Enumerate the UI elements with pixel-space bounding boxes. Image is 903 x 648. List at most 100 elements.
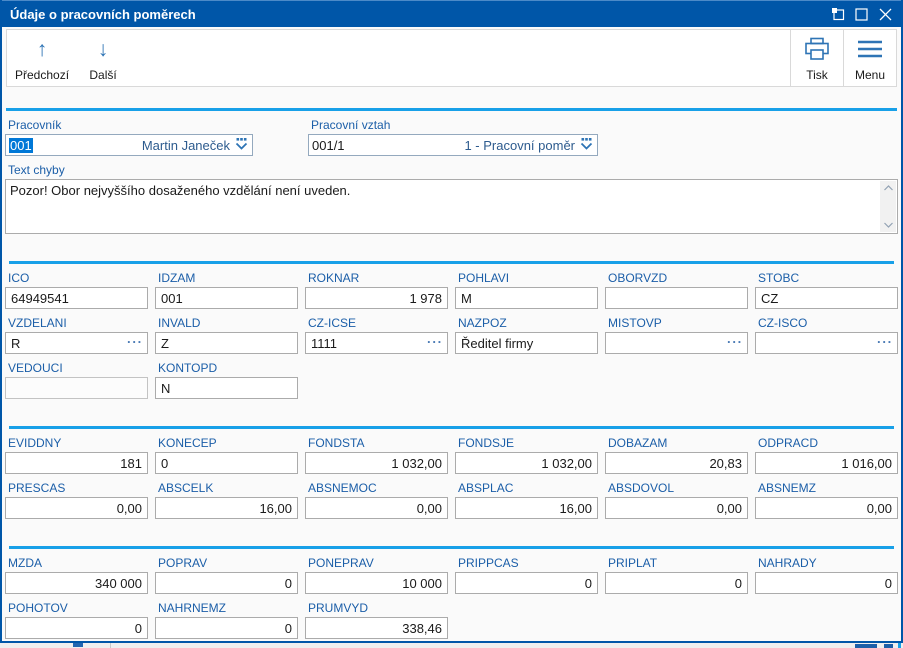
- input-ico[interactable]: 64949541: [5, 287, 148, 309]
- field-row: POHOTOV 0 NAHRNEMZ 0 PRUMVYD 338,46: [5, 594, 898, 639]
- maximize-button[interactable]: [854, 7, 869, 22]
- field-value: M: [461, 290, 472, 306]
- next-record-button[interactable]: ↓ Další: [77, 30, 129, 86]
- input-absnemz[interactable]: 0,00: [755, 497, 898, 519]
- input-prumvyd[interactable]: 338,46: [305, 617, 448, 639]
- ellipsis-lookup-button[interactable]: ···: [727, 334, 743, 350]
- input-mzda[interactable]: 340 000: [5, 572, 148, 594]
- input-konecep[interactable]: 0: [155, 452, 298, 474]
- input-poneprav[interactable]: 10 000: [305, 572, 448, 594]
- field-label: INVALD: [158, 316, 201, 330]
- section-separator: [9, 546, 894, 549]
- ellipsis-lookup-button[interactable]: ···: [127, 334, 143, 350]
- ellipsis-lookup-button[interactable]: ···: [427, 334, 443, 350]
- text-chyby-label: Text chyby: [8, 163, 65, 177]
- field-value: 001: [161, 290, 183, 306]
- input-idzam[interactable]: 001: [155, 287, 298, 309]
- input-nahrady[interactable]: 0: [755, 572, 898, 594]
- field-label: PRESCAS: [8, 481, 66, 495]
- field-label: FONDSTA: [308, 436, 365, 450]
- scroll-down-button[interactable]: [880, 218, 896, 232]
- input-dobazam[interactable]: 20,83: [605, 452, 748, 474]
- input-stobc[interactable]: CZ: [755, 287, 898, 309]
- input-kontopd[interactable]: N: [155, 377, 298, 399]
- input-fondsta[interactable]: 1 032,00: [305, 452, 448, 474]
- maximize-icon: [855, 7, 868, 21]
- field-row: EVIDDNY 181 KONECEP 0 FONDSTA 1 032,00 FONDSJE…: [5, 429, 898, 474]
- input-oborvzd[interactable]: [605, 287, 748, 309]
- field-label: PONEPRAV: [308, 556, 374, 570]
- input-absdovol[interactable]: 0,00: [605, 497, 748, 519]
- field-label: ABSNEMZ: [758, 481, 817, 495]
- pracovnik-code: 001: [9, 137, 33, 153]
- field-label: ICO: [8, 271, 30, 285]
- input-vzdelani[interactable]: R ···: [5, 332, 148, 354]
- field-absplac: ABSPLAC 16,00: [455, 474, 598, 519]
- field-value: 338,46: [402, 620, 442, 636]
- menu-button[interactable]: Menu: [844, 30, 896, 86]
- field-label: ROKNAR: [308, 271, 360, 285]
- input-cz-isco[interactable]: ···: [755, 332, 898, 354]
- hamburger-menu-icon: [857, 36, 883, 62]
- input-nazpoz[interactable]: Ředitel firmy: [455, 332, 598, 354]
- field-label: NAHRADY: [758, 556, 817, 570]
- close-button[interactable]: [878, 7, 893, 22]
- window-controls: [830, 7, 893, 22]
- input-invald[interactable]: Z: [155, 332, 298, 354]
- input-mistovp[interactable]: ···: [605, 332, 748, 354]
- input-nahrnemz[interactable]: 0: [155, 617, 298, 639]
- pracovnik-combo[interactable]: 001 Martin Janeček: [5, 134, 253, 156]
- field-label: PRIPLAT: [608, 556, 658, 570]
- input-abscelk[interactable]: 16,00: [155, 497, 298, 519]
- scroll-up-button[interactable]: [880, 181, 896, 195]
- field-vedouci: VEDOUCI: [5, 354, 148, 399]
- background-artifact: [898, 643, 901, 648]
- lookup-dropdown-icon[interactable]: [579, 137, 594, 154]
- field-row: ICO 64949541 IDZAM 001 ROKNAR 1 978 POHLAVI M OB…: [5, 264, 898, 309]
- input-prippcas[interactable]: 0: [455, 572, 598, 594]
- input-prescas[interactable]: 0,00: [5, 497, 148, 519]
- input-priplat[interactable]: 0: [605, 572, 748, 594]
- input-absplac[interactable]: 16,00: [455, 497, 598, 519]
- form-area: Pracovník 001 Martin Janeček: [2, 111, 901, 639]
- pracovnik-name: Martin Janeček: [141, 137, 230, 153]
- field-value: R: [11, 335, 21, 351]
- section-separator: [6, 108, 897, 111]
- field-row: MZDA 340 000 POPRAV 0 PONEPRAV 10 000 PRIPPCAS…: [5, 549, 898, 594]
- field-poprav: POPRAV 0: [155, 549, 298, 594]
- print-button[interactable]: Tisk: [791, 30, 843, 86]
- field-oborvzd: OBORVZD: [605, 264, 748, 309]
- field-value: 0: [734, 575, 742, 591]
- input-pohlavi[interactable]: M: [455, 287, 598, 309]
- field-value: 340 000: [95, 575, 142, 591]
- input-fondsje[interactable]: 1 032,00: [455, 452, 598, 474]
- field-value: 0: [284, 575, 292, 591]
- vertical-scrollbar[interactable]: [880, 181, 896, 232]
- input-roknar[interactable]: 1 978: [305, 287, 448, 309]
- input-vedouci[interactable]: [5, 377, 148, 399]
- field-absnemz: ABSNEMZ 0,00: [755, 474, 898, 519]
- pracovni-vztah-label: Pracovní vztah: [311, 118, 391, 132]
- restore-window-button[interactable]: [830, 7, 845, 22]
- input-poprav[interactable]: 0: [155, 572, 298, 594]
- title-bar: Údaje o pracovních poměrech: [2, 0, 901, 27]
- field-abscelk: ABSCELK 16,00: [155, 474, 298, 519]
- field-nazpoz: NAZPOZ Ředitel firmy: [455, 309, 598, 354]
- input-cz-icse[interactable]: 1111 ···: [305, 332, 448, 354]
- field-label: MZDA: [8, 556, 42, 570]
- arrow-up-icon: ↑: [36, 37, 48, 61]
- next-label: Další: [89, 68, 117, 82]
- field-label: ABSPLAC: [458, 481, 514, 495]
- pracovni-vztah-name: 1 - Pracovní poměr: [464, 137, 575, 153]
- input-absnemoc[interactable]: 0,00: [305, 497, 448, 519]
- pracovni-vztah-combo[interactable]: 001/1 1 - Pracovní poměr: [308, 134, 598, 156]
- input-odpracd[interactable]: 1 016,00: [755, 452, 898, 474]
- ellipsis-lookup-button[interactable]: ···: [877, 334, 893, 350]
- background-artifact: [110, 643, 111, 648]
- text-chyby-field[interactable]: Pozor! Obor nejvyššího dosaženého vzdělá…: [5, 179, 898, 234]
- input-pohotov[interactable]: 0: [5, 617, 148, 639]
- lookup-dropdown-icon[interactable]: [234, 137, 249, 154]
- previous-record-button[interactable]: ↑ Předchozí: [7, 30, 77, 86]
- input-eviddny[interactable]: 181: [5, 452, 148, 474]
- field-label: CZ-ICSE: [308, 316, 356, 330]
